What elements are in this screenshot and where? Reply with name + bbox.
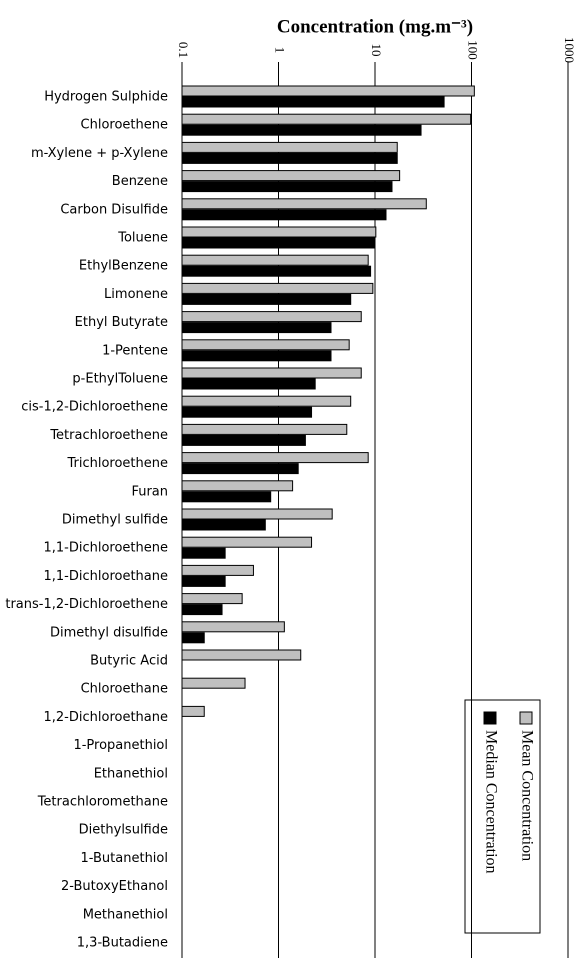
y-tick-label: Toluene bbox=[117, 231, 168, 246]
y-tick-label: 1,2-Dichloroethane bbox=[44, 710, 169, 725]
axis-title: Concentration (mg.m⁻³) bbox=[277, 16, 473, 37]
bar bbox=[181, 649, 302, 661]
x-tick-label: 0.1 bbox=[176, 42, 191, 58]
bar bbox=[181, 339, 350, 351]
y-tick-label: Benzene bbox=[112, 174, 168, 189]
bar bbox=[181, 378, 316, 390]
bar bbox=[181, 311, 362, 323]
bar bbox=[181, 367, 362, 379]
bar bbox=[181, 621, 285, 633]
bar bbox=[181, 141, 398, 153]
bar bbox=[181, 237, 376, 249]
bar bbox=[181, 547, 226, 559]
y-tick-label: Ethanethiol bbox=[94, 766, 168, 781]
bar bbox=[181, 226, 377, 238]
y-tick-label: 1-Pentene bbox=[102, 343, 168, 358]
bar bbox=[181, 282, 374, 294]
y-tick-label: Methanethiol bbox=[83, 907, 168, 922]
bar bbox=[181, 575, 226, 587]
bar bbox=[181, 198, 427, 210]
y-tick-label: Trichloroethene bbox=[66, 456, 168, 471]
y-tick-label: cis-1,2-Dichloroethene bbox=[21, 400, 168, 415]
y-tick-label: Limonene bbox=[104, 287, 168, 302]
legend-box bbox=[464, 699, 541, 934]
bar bbox=[181, 265, 372, 277]
bar bbox=[181, 322, 332, 334]
y-tick-label: 1-Butanethiol bbox=[81, 851, 168, 866]
x-tick-label: 1 bbox=[273, 47, 288, 54]
y-tick-label: Chloroethane bbox=[81, 682, 168, 697]
bar bbox=[181, 508, 333, 520]
bar bbox=[181, 480, 294, 492]
bar bbox=[181, 519, 266, 531]
bar bbox=[181, 705, 205, 717]
legend: Mean Concentration Median Concentration bbox=[482, 711, 535, 874]
y-tick-label: Tetrachloromethane bbox=[37, 795, 168, 810]
bar bbox=[181, 677, 246, 689]
x-tick-label: 100 bbox=[466, 40, 481, 60]
y-tick-label: 1,1-Dichloroethene bbox=[43, 541, 168, 556]
bar bbox=[181, 181, 393, 193]
y-tick-label: EthylBenzene bbox=[79, 259, 168, 274]
bar bbox=[181, 209, 387, 221]
y-tick-label: Dimethyl disulfide bbox=[50, 625, 168, 640]
bar bbox=[181, 423, 348, 435]
y-tick-label: Diethylsulfide bbox=[79, 823, 168, 838]
bar bbox=[181, 124, 422, 136]
bar bbox=[181, 536, 313, 548]
y-tick-label: Carbon Disulfide bbox=[60, 202, 168, 217]
bar bbox=[181, 406, 313, 418]
bar bbox=[181, 452, 369, 464]
bar bbox=[181, 604, 223, 616]
bar bbox=[181, 85, 475, 97]
y-tick-label: Tetrachloroethene bbox=[49, 428, 168, 443]
bar bbox=[181, 632, 205, 644]
y-tick-label: Dimethyl sulfide bbox=[62, 513, 168, 528]
y-tick-label: Hydrogen Sulphide bbox=[44, 90, 168, 105]
y-tick-label: 1,3-Butadiene bbox=[77, 936, 168, 951]
bar bbox=[181, 350, 332, 362]
bar bbox=[181, 170, 401, 182]
bar bbox=[181, 593, 243, 605]
y-tick-label: trans-1,2-Dichloroethene bbox=[5, 597, 168, 612]
legend-label: Median Concentration bbox=[482, 730, 499, 874]
bar bbox=[181, 463, 299, 475]
y-tick-label: Furan bbox=[131, 484, 168, 499]
bar bbox=[181, 564, 254, 576]
bar bbox=[181, 434, 306, 446]
legend-swatch bbox=[483, 711, 497, 725]
y-tick-label: p-EthylToluene bbox=[72, 372, 168, 387]
y-tick-label: Chloroethene bbox=[81, 118, 168, 133]
bar bbox=[181, 113, 472, 125]
y-tick-label: Butyric Acid bbox=[90, 654, 168, 669]
y-tick-label: Ethyl Butyrate bbox=[75, 315, 168, 330]
x-tick-label: 1000 bbox=[562, 37, 577, 63]
bar bbox=[181, 491, 272, 503]
legend-swatch bbox=[519, 711, 533, 725]
y-tick-label: 2-ButoxyEthanol bbox=[61, 879, 168, 894]
y-tick-label: 1-Propanethiol bbox=[73, 738, 168, 753]
y-tick-label: m-Xylene + p-Xylene bbox=[31, 146, 168, 161]
bar bbox=[181, 293, 352, 305]
bar bbox=[181, 96, 445, 108]
bar bbox=[181, 152, 398, 164]
bar bbox=[181, 395, 352, 407]
y-tick-label: 1,1-Dichloroethane bbox=[44, 569, 169, 584]
x-tick-label: 10 bbox=[369, 44, 384, 57]
legend-label: Mean Concentration bbox=[518, 730, 535, 861]
bar bbox=[181, 254, 369, 266]
